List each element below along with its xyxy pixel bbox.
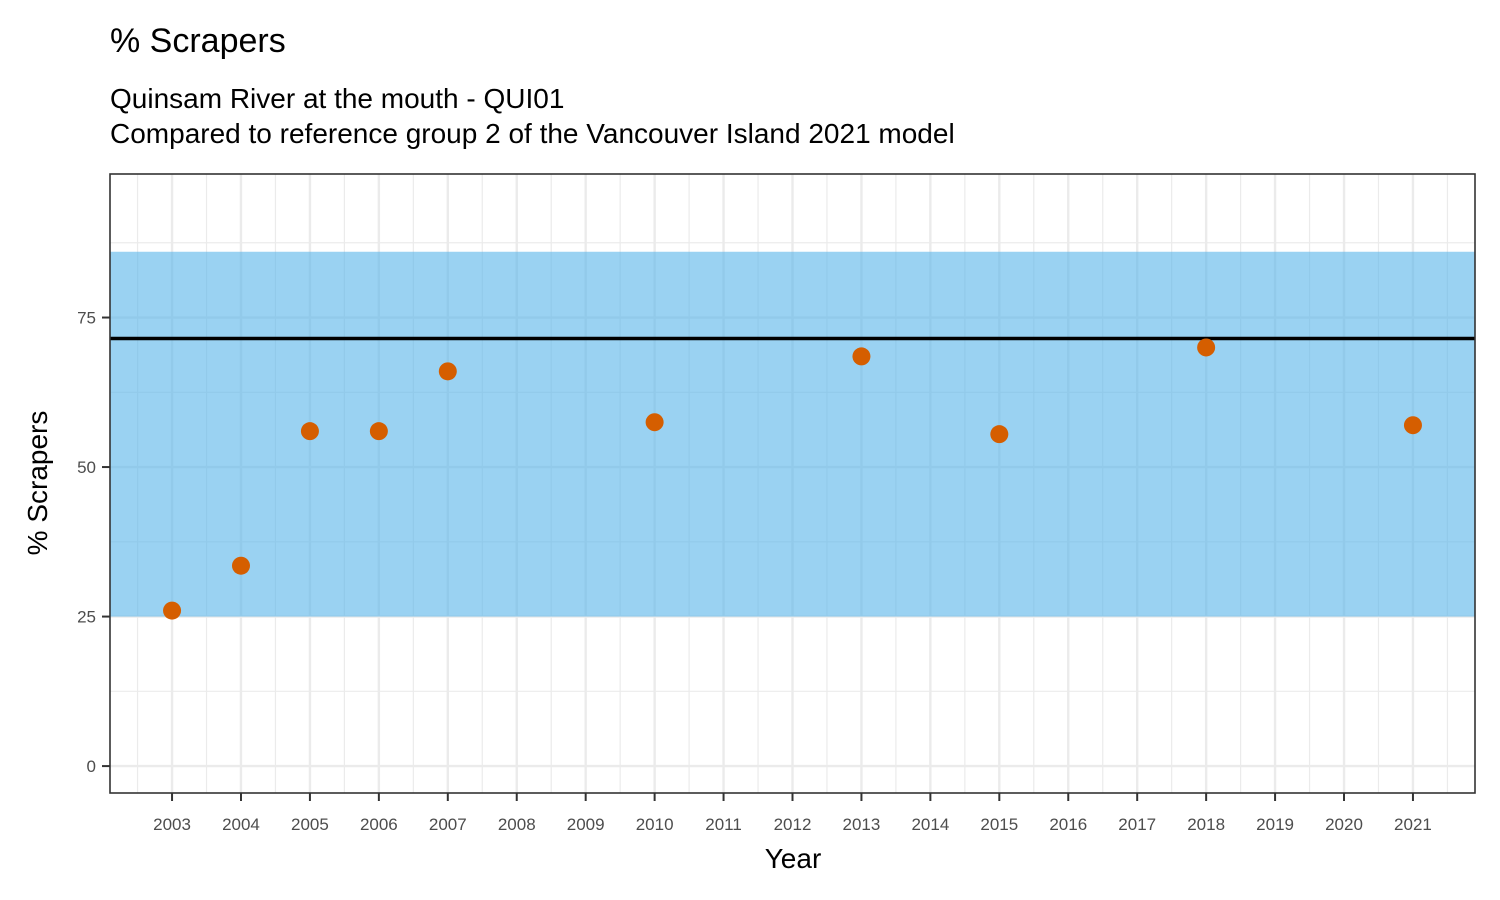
y-tick-label: 25 bbox=[77, 608, 96, 627]
x-tick-label: 2018 bbox=[1187, 815, 1225, 834]
data-point-2004 bbox=[231, 556, 250, 575]
x-tick-label: 2008 bbox=[498, 815, 536, 834]
reference-band bbox=[110, 251, 1475, 617]
x-tick-label: 2006 bbox=[360, 815, 398, 834]
x-tick-label: 2014 bbox=[911, 815, 949, 834]
x-tick-label: 2015 bbox=[980, 815, 1018, 834]
data-point-2021 bbox=[1403, 416, 1422, 435]
y-tick-label: 0 bbox=[87, 757, 96, 776]
x-tick-label: 2005 bbox=[291, 815, 329, 834]
data-point-2005 bbox=[300, 422, 319, 441]
chart-title: % Scrapers bbox=[110, 22, 286, 60]
data-point-2010 bbox=[645, 413, 664, 432]
data-point-2007 bbox=[438, 362, 457, 381]
data-point-2018 bbox=[1197, 338, 1216, 357]
x-tick-label: 2019 bbox=[1256, 815, 1294, 834]
y-axis-label: % Scrapers bbox=[22, 411, 53, 556]
x-tick-label: 2003 bbox=[153, 815, 191, 834]
x-tick-label: 2004 bbox=[222, 815, 260, 834]
x-tick-label: 2017 bbox=[1118, 815, 1156, 834]
y-tick-label: 75 bbox=[77, 309, 96, 328]
y-tick-label: 50 bbox=[77, 458, 96, 477]
x-tick-label: 2010 bbox=[636, 815, 674, 834]
data-point-2006 bbox=[369, 422, 388, 441]
chart-subtitle-line-1: Quinsam River at the mouth - QUI01 bbox=[110, 83, 564, 114]
x-tick-label: 2011 bbox=[705, 815, 742, 834]
x-tick-label: 2020 bbox=[1325, 815, 1363, 834]
x-axis-label: Year bbox=[765, 843, 822, 874]
data-point-2003 bbox=[163, 601, 182, 620]
x-tick-label: 2009 bbox=[567, 815, 605, 834]
data-point-2015 bbox=[990, 425, 1009, 444]
x-tick-label: 2012 bbox=[774, 815, 812, 834]
x-tick-label: 2021 bbox=[1394, 815, 1432, 834]
chart-subtitle-line-2: Compared to reference group 2 of the Van… bbox=[110, 118, 955, 149]
data-point-2013 bbox=[852, 347, 871, 366]
x-tick-label: 2013 bbox=[843, 815, 881, 834]
plot-area: 0 25 50 75 2003 2004 2005 2006 2007 2008 2009 2010 2… bbox=[77, 173, 1476, 834]
x-tick-label: 2007 bbox=[429, 815, 467, 834]
x-tick-label: 2016 bbox=[1049, 815, 1087, 834]
